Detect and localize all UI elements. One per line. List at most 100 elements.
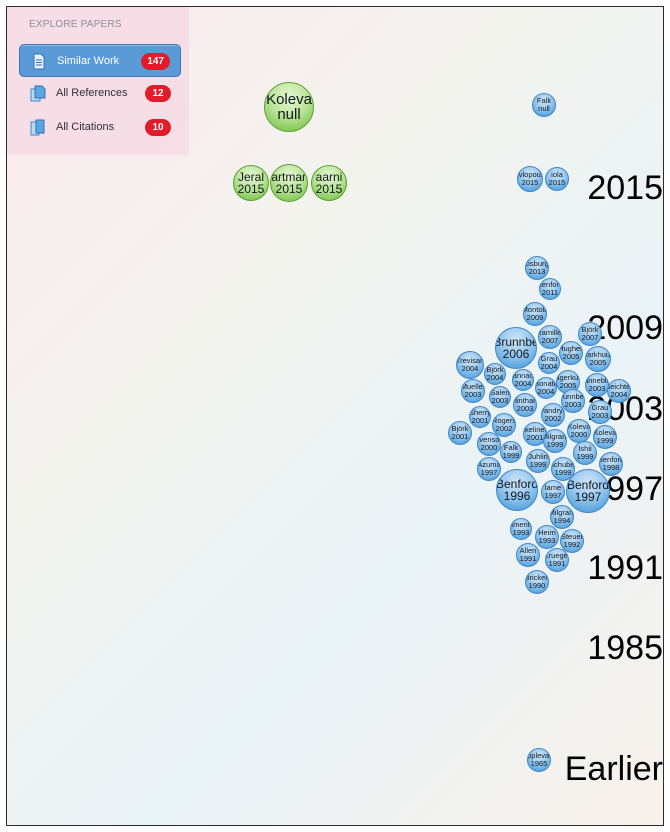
paper-bubble[interactable]: Benford 1998 — [599, 452, 623, 476]
paper-author: Allen — [519, 546, 537, 556]
paper-bubble[interactable]: skelinen2001 — [523, 422, 547, 446]
paper-bubble[interactable]: Vosburgh2013 — [525, 256, 549, 280]
paper-author: Milgram — [551, 508, 574, 518]
paper-author: aarni — [315, 169, 343, 184]
paper-author: Benford — [540, 280, 560, 290]
paper-bubble[interactable]: Heim 1993 — [535, 525, 559, 549]
paper-year: 1996 — [503, 489, 531, 503]
paper-author: Seichter — [608, 382, 631, 392]
paper-bubble[interactable]: Grau 2004 — [538, 352, 560, 374]
paper-bubble[interactable]: Montola2009 — [523, 302, 547, 326]
nav-similar-work-label: Similar Work — [57, 55, 120, 67]
paper-explorer-canvas: EXPLORE PAPERS Similar Work 147 All Refe… — [6, 6, 664, 826]
paper-author: Sanneblad — [586, 376, 608, 386]
year-label-1985: 1985 — [587, 629, 663, 667]
paper-bubble[interactable]: Juhlin 1999 — [526, 449, 550, 473]
paper-bubble[interactable]: Pavlopoulos2015 — [517, 166, 543, 192]
paper-year: 1999 — [576, 452, 594, 461]
paper-year: 2004 — [461, 364, 479, 373]
paper-bubble[interactable]: Azuma 1997 — [477, 457, 501, 481]
paper-year: null — [538, 104, 550, 113]
paper-bubble[interactable]: Björk 2001 — [448, 421, 472, 445]
paper-year: 1999 — [554, 468, 572, 477]
paper-bubble[interactable]: Rogers 2002 — [492, 413, 516, 437]
nav-similar-work[interactable]: Similar Work 147 — [19, 44, 181, 77]
paper-year: 2003 — [464, 390, 482, 399]
selected-paper-bubble[interactable]: Koleva null — [264, 82, 314, 132]
paper-bubble[interactable]: Allen 1991 — [516, 543, 540, 567]
selected-paper-bubble[interactable]: aarni 2015 — [311, 165, 347, 201]
nav-all-citations[interactable]: All Citations 10 — [19, 111, 181, 144]
paper-bubble[interactable]: lame 1997 — [541, 480, 565, 504]
paper-bubble[interactable]: iola 2015 — [545, 167, 569, 191]
paper-year: 1965 — [530, 759, 548, 768]
paper-bubble[interactable]: Bonato 2004 — [535, 377, 557, 399]
paper-bubble[interactable]: Milgram1994 — [550, 505, 574, 529]
paper-bubble[interactable]: Sherry 2001 — [469, 406, 491, 428]
paper-bubble[interactable]: Brunnbe 2006 — [495, 327, 537, 369]
paper-bubble[interactable]: Falk null — [532, 93, 556, 117]
paper-bubble[interactable]: Milgram1999 — [543, 429, 567, 453]
paper-author: Brunnberg — [562, 392, 584, 402]
paper-year: 2004 — [537, 387, 555, 396]
paper-bubble[interactable]: Bricken 1990 — [525, 570, 549, 594]
paper-year: 1994 — [553, 516, 571, 525]
paper-bubble[interactable]: Seichter2004 — [607, 379, 631, 403]
paper-bubble[interactable]: Mueller 2003 — [461, 379, 485, 403]
selected-paper-bubble[interactable]: Jeral 2015 — [233, 165, 269, 201]
paper-year: 1999 — [502, 451, 520, 460]
paper-author: Magerkurth — [557, 373, 579, 383]
paper-bubble[interactable]: Brunnberg2003 — [561, 389, 585, 413]
paper-bubble[interactable]: lannacl 2004 — [512, 369, 534, 391]
paper-bubble[interactable]: Sanneblad2003 — [585, 373, 609, 397]
paper-bubble[interactable]: Evenson2000 — [477, 432, 501, 456]
paper-bubble[interactable]: Ramiller2007 — [538, 325, 562, 349]
paper-year: 1999 — [529, 460, 547, 469]
paper-author: skelinen — [524, 425, 546, 435]
paper-bubble[interactable]: Falk 1999 — [500, 441, 522, 463]
paper-year: 2003 — [591, 411, 609, 420]
paper-author: Ishii — [578, 444, 592, 454]
paper-bubble[interactable]: Ishii 1999 — [573, 441, 597, 465]
paper-author: Falk — [503, 443, 519, 453]
paper-bubble[interactable]: Krueger1991 — [545, 548, 569, 572]
paper-year: 1998 — [602, 463, 620, 472]
paper-year: 1993 — [512, 528, 530, 537]
nav-all-references[interactable]: All References 12 — [19, 77, 181, 110]
paper-author: Sherry — [469, 408, 491, 418]
paper-year: 2006 — [502, 347, 530, 361]
paper-bubble[interactable]: Pimentel1993 — [510, 518, 532, 540]
selected-paper-bubble[interactable]: Hartmann2015 — [270, 164, 308, 202]
paper-bubble[interactable]: Benford 1996 — [496, 469, 538, 511]
paper-author: Azuma — [477, 460, 501, 470]
paper-author: Bonato — [535, 379, 557, 389]
paper-bubble[interactable]: Hughes 2005 — [559, 341, 583, 365]
paper-bubble[interactable]: Koleva 1999 — [593, 425, 617, 449]
paper-bubble[interactable]: Benford2011 — [539, 278, 561, 300]
paper-year: 2001 — [451, 432, 469, 441]
paper-author: Vosburgh — [525, 259, 549, 269]
paper-author: Koleva — [567, 422, 591, 432]
paper-bubble[interactable]: Steuer 1992 — [560, 529, 584, 553]
paper-bubble[interactable]: Trevisan 2004 — [456, 351, 484, 379]
paper-bubble[interactable]: Björk 2004 — [484, 363, 506, 385]
nav-all-references-label: All References — [56, 87, 128, 99]
paper-author: Grau — [591, 403, 609, 413]
paper-year: 2015 — [237, 182, 265, 196]
paper-bubble[interactable]: Björk 2007 — [578, 322, 602, 346]
paper-bubble[interactable]: Salen 2003 — [489, 386, 511, 408]
paper-year: 2003 — [491, 396, 509, 405]
paper-bubble[interactable]: Koleva 2000 — [567, 419, 591, 443]
paper-year: 2015 — [521, 178, 539, 187]
paper-bubble[interactable]: Barkhuus2005 — [585, 346, 611, 372]
paper-year: 2015 — [548, 178, 566, 187]
paper-bubble[interactable]: Grau 2003 — [588, 400, 612, 424]
paper-bubble[interactable]: Applevard1965 — [527, 748, 551, 772]
paper-bubble[interactable]: Vandryk2002 — [541, 403, 565, 427]
paper-bubble[interactable]: Flintham2003 — [513, 393, 537, 417]
document-icon — [33, 53, 45, 70]
paper-bubble[interactable]: Benford 1997 — [566, 469, 610, 513]
paper-author: Trevisan — [456, 356, 484, 366]
references-icon — [30, 85, 46, 102]
paper-author: lame — [544, 483, 562, 493]
